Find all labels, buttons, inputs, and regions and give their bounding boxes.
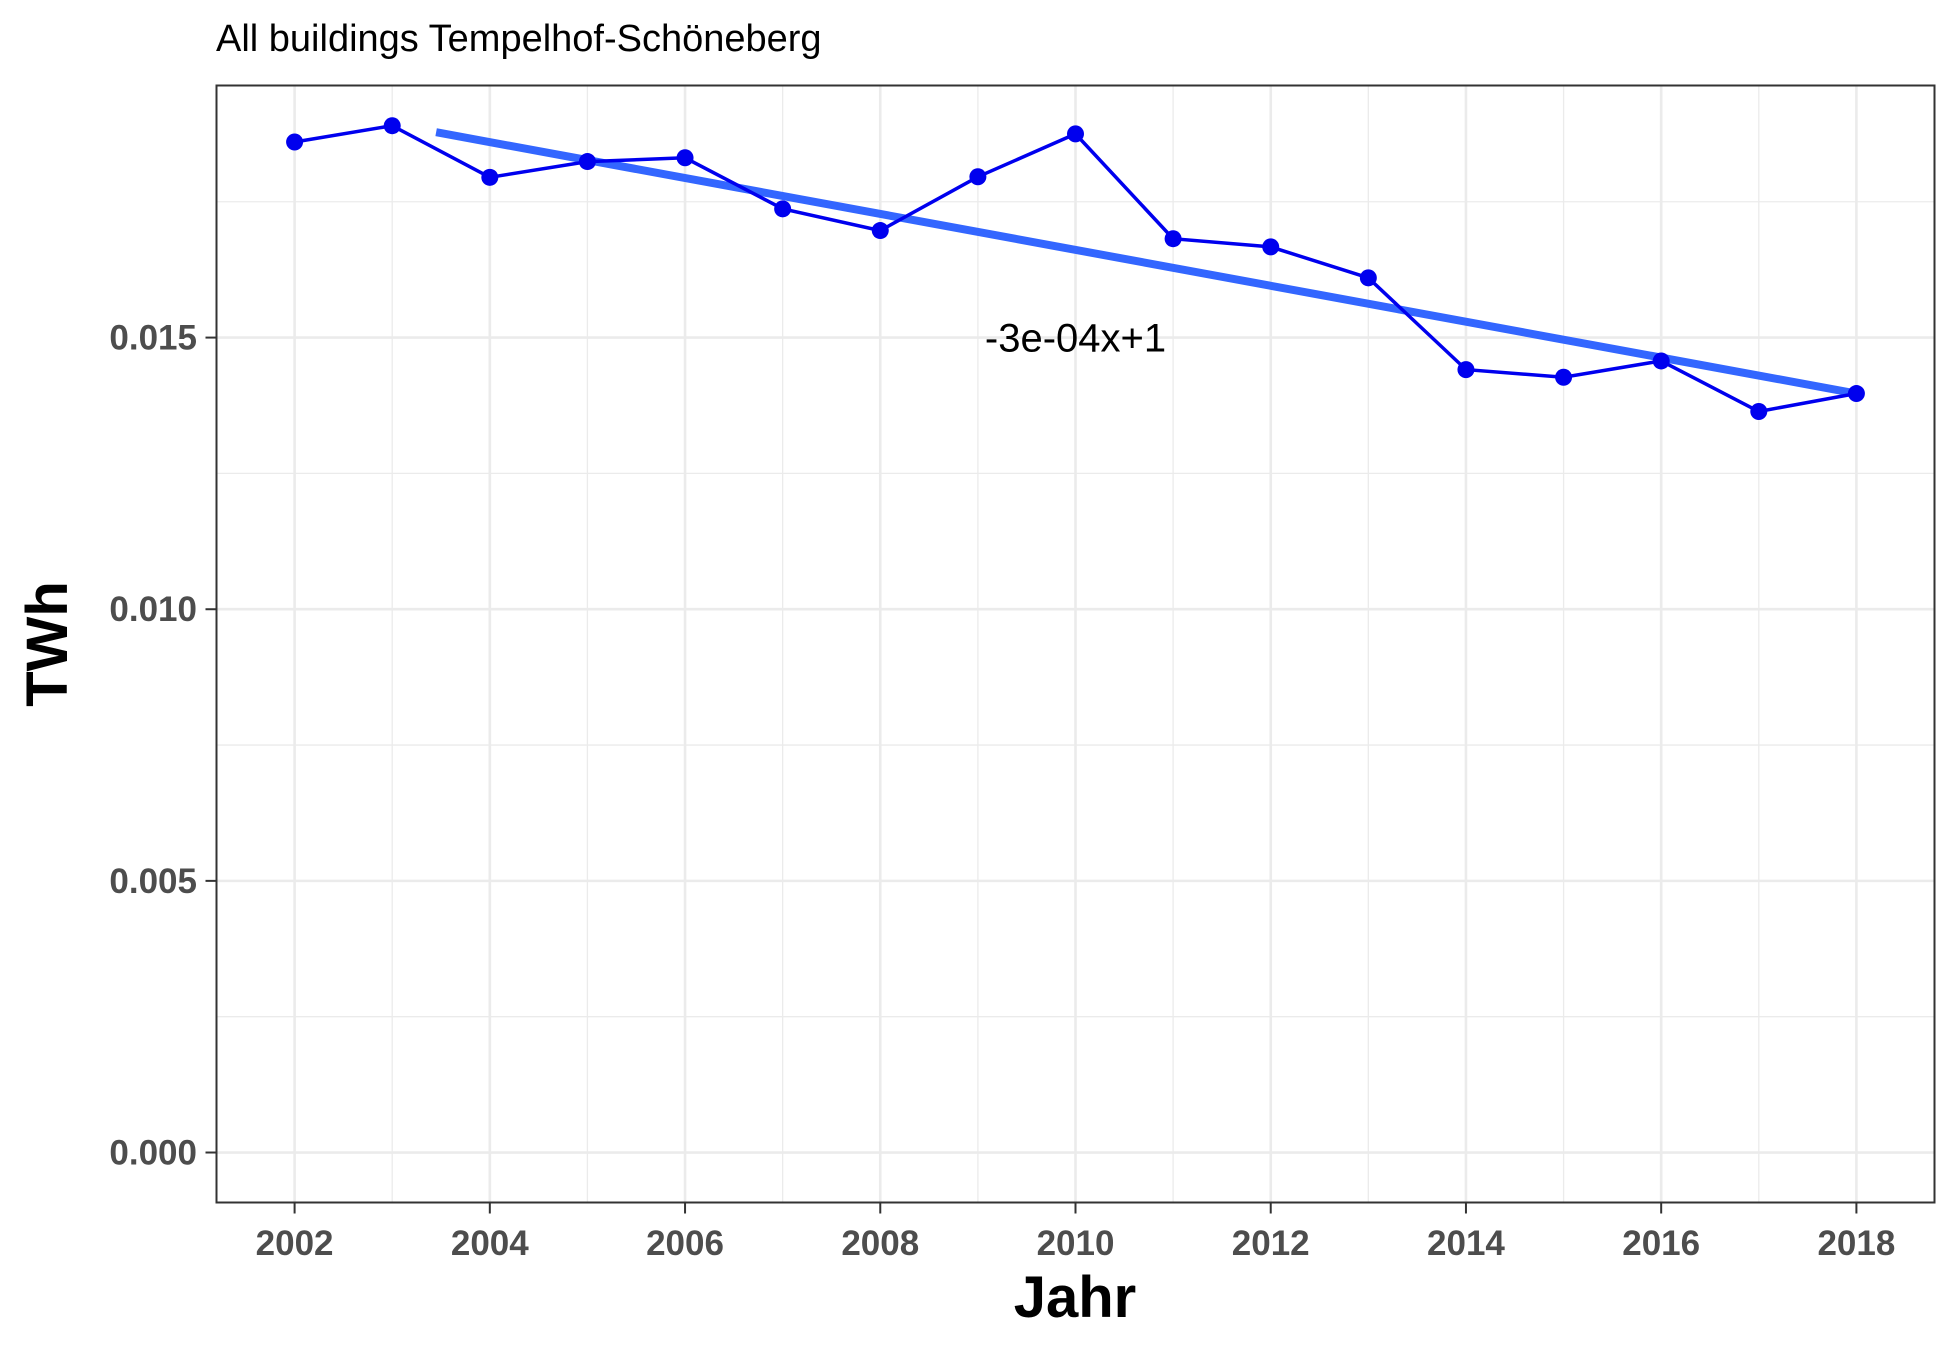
data-point <box>774 200 792 218</box>
x-tick-label: 2018 <box>1817 1224 1895 1263</box>
data-point <box>286 133 304 151</box>
data-point <box>871 222 889 240</box>
y-tick-label: 0.015 <box>109 319 197 358</box>
x-tick-label: 2012 <box>1232 1224 1310 1263</box>
data-point <box>1750 402 1768 420</box>
plot-title: All buildings Tempelhof-Schöneberg <box>216 18 822 60</box>
data-point <box>481 168 499 186</box>
data-point <box>383 117 401 135</box>
series-layer <box>286 117 1865 420</box>
y-tick-label: 0.010 <box>109 590 197 629</box>
data-point <box>676 149 694 167</box>
x-tick-label: 2006 <box>646 1224 724 1263</box>
y-axis: 0.000 0.005 0.010 0.015 <box>109 319 217 1173</box>
y-axis-title: TWh <box>15 581 80 707</box>
data-point <box>1067 125 1084 143</box>
data-point <box>1164 230 1182 248</box>
x-tick-label: 2010 <box>1037 1224 1115 1263</box>
data-point <box>1847 385 1865 403</box>
data-point <box>1457 361 1475 379</box>
x-axis: 2002 2004 2006 2008 2010 2012 2014 2016 2018 <box>256 1202 1895 1263</box>
trend-line-layer <box>435 128 1858 398</box>
x-tick-label: 2002 <box>256 1224 334 1263</box>
trend-line <box>435 128 1858 398</box>
x-tick-label: 2004 <box>451 1224 529 1263</box>
data-point <box>1359 269 1377 287</box>
data-point <box>969 168 987 186</box>
x-axis-title: Jahr <box>1014 1265 1137 1330</box>
data-point <box>1652 352 1670 370</box>
x-tick-label: 2014 <box>1427 1224 1505 1263</box>
major-gridlines <box>216 85 1935 1203</box>
y-tick-label: 0.005 <box>109 862 197 901</box>
x-tick-label: 2016 <box>1622 1224 1700 1263</box>
data-point <box>1555 368 1573 386</box>
x-tick-label: 2008 <box>841 1224 919 1263</box>
annotation-layer: -3e-04x+1 <box>985 317 1166 361</box>
y-tick-label: 0.000 <box>109 1134 197 1173</box>
regression-equation-label: -3e-04x+1 <box>985 317 1166 361</box>
data-point <box>1262 238 1280 256</box>
data-point <box>578 153 596 171</box>
